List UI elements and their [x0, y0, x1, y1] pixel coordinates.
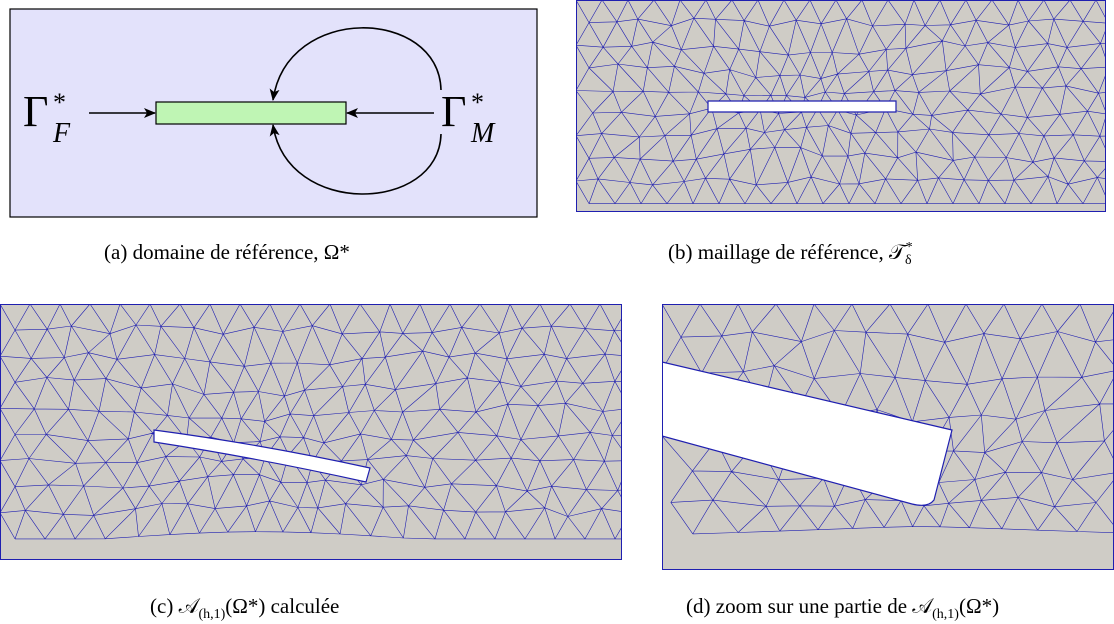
obstacle-hole [662, 361, 953, 506]
domain-diagram [9, 8, 538, 218]
caption-b-sub: δ [905, 253, 912, 269]
caption-d-tag: (d) [686, 594, 711, 618]
caption-b: (b) maillage de référence, 𝒯δ* [668, 240, 913, 269]
mesh-edges [576, 0, 1106, 204]
gamma-f-superscript: * [53, 88, 66, 117]
obstacle-hole [153, 429, 371, 483]
caption-d-text: zoom sur une partie de 𝒜 [715, 594, 933, 618]
gamma-m-symbol: Γ [441, 87, 467, 136]
mesh-border [576, 0, 1106, 212]
panel-a-domain: Γ * F Γ * M [9, 8, 538, 218]
gamma-m-subscript: M [471, 118, 495, 149]
caption-c-rest: (Ω*) calculée [225, 594, 340, 618]
gamma-f-symbol: Γ [23, 87, 49, 136]
gamma-m-superscript: * [471, 88, 484, 117]
caption-a: (a) domaine de référence, Ω* [104, 240, 350, 265]
mesh-edges [0, 304, 622, 540]
caption-a-tag: (a) [104, 240, 128, 264]
panel-b-mesh [576, 0, 1106, 212]
caption-a-text: domaine de référence, Ω* [132, 240, 350, 264]
caption-b-tag: (b) [668, 240, 693, 264]
gamma-f-subscript: F [53, 118, 71, 149]
computed-mesh [0, 304, 622, 560]
arrow-top-arc [269, 27, 442, 101]
caption-c-text: 𝒜 [178, 594, 199, 618]
caption-c-sub: (h,1) [198, 607, 226, 623]
obstacle-hole [707, 100, 897, 113]
obstacle-bar [155, 101, 347, 125]
reference-mesh [576, 0, 1106, 212]
zoom-mesh [662, 304, 1114, 570]
caption-d-rest: (Ω*) [958, 594, 1000, 618]
mesh-border [0, 304, 622, 560]
panel-d-zoom [662, 304, 1114, 570]
caption-c: (c) 𝒜(h,1)(Ω*) calculée [150, 594, 339, 623]
panel-c-mesh [0, 304, 622, 560]
caption-d: (d) zoom sur une partie de 𝒜(h,1)(Ω*) [686, 594, 999, 623]
caption-b-sup: * [905, 240, 913, 255]
caption-b-text: maillage de référence, 𝒯 [697, 240, 906, 264]
arrow-bottom-arc [269, 124, 442, 195]
caption-d-sub: (h,1) [932, 607, 959, 623]
caption-c-tag: (c) [150, 594, 174, 618]
